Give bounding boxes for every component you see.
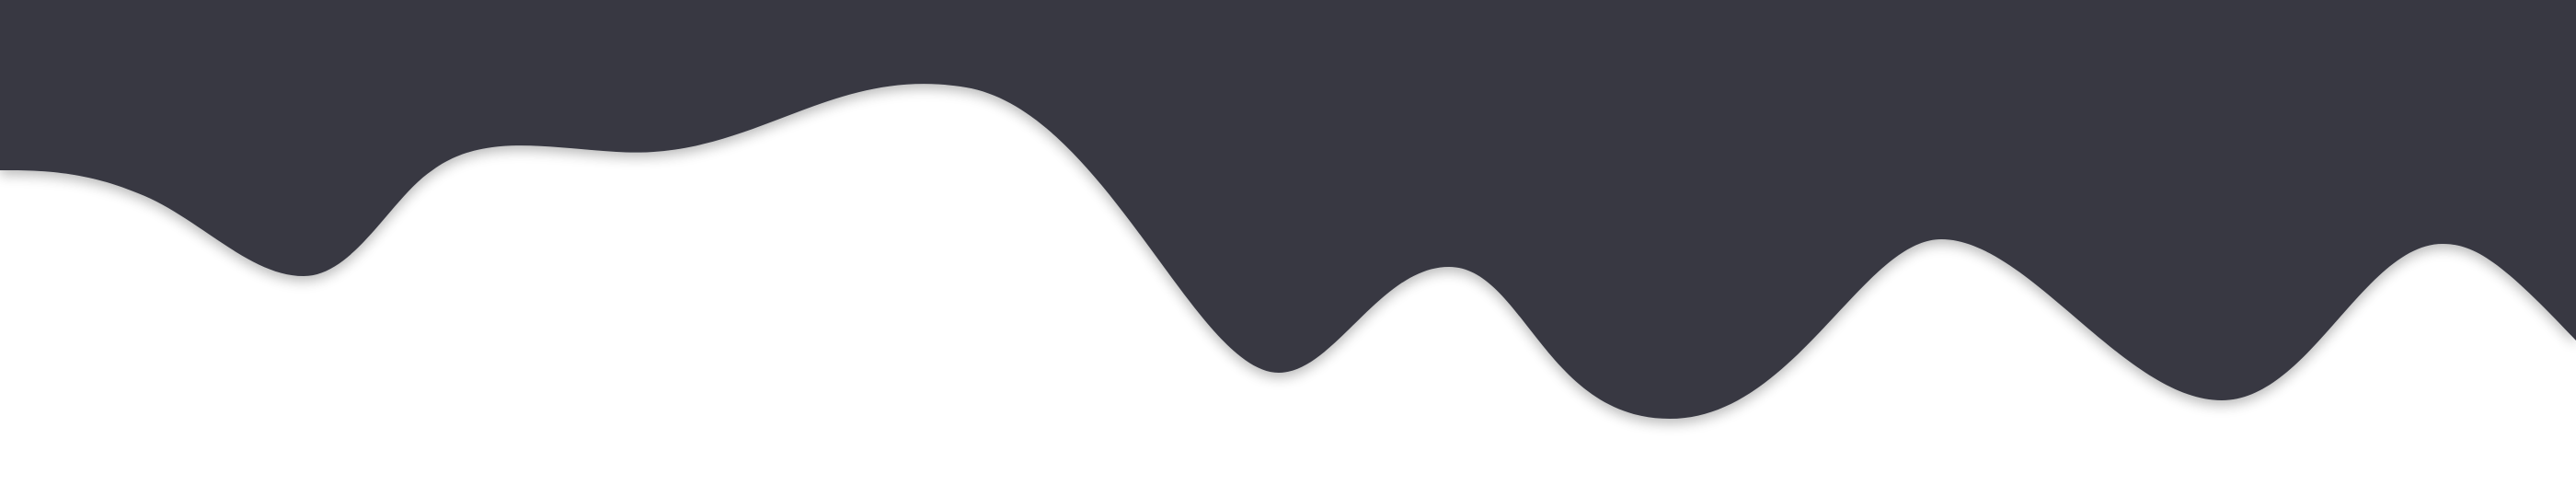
dark-wave-shape — [0, 0, 2576, 419]
